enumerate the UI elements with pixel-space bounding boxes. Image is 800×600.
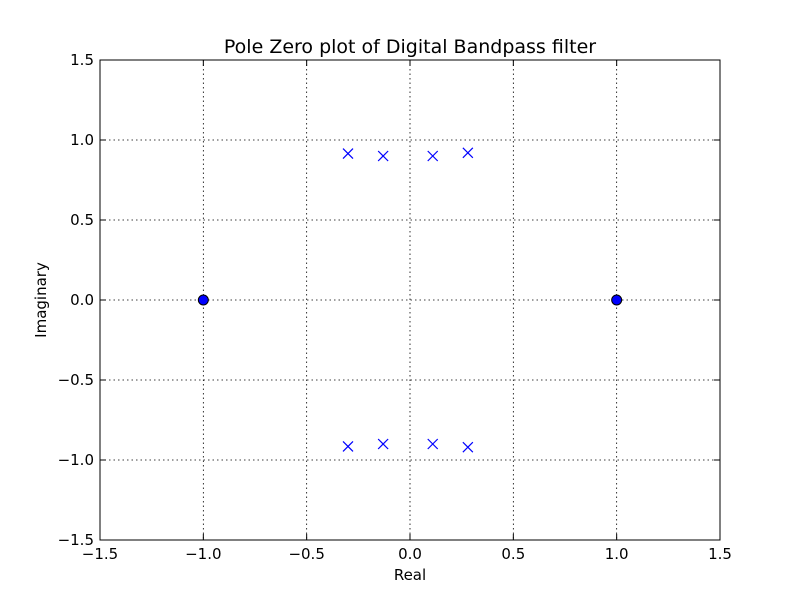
pole-marker [377, 438, 389, 450]
x-tick-label: −1.0 [185, 545, 221, 563]
plot-frame [99, 59, 721, 541]
x-tick-label: 1.5 [708, 545, 732, 563]
x-tick-label: 0.5 [501, 545, 525, 563]
zero-marker [197, 294, 209, 306]
y-tick-label: 0.0 [70, 291, 94, 309]
y-axis-label: Imaginary [32, 262, 50, 338]
x-tick-label: 0.0 [398, 545, 422, 563]
y-tick-label: −1.0 [58, 451, 94, 469]
pole-marker [427, 150, 439, 162]
y-tick-label: 1.5 [70, 51, 94, 69]
x-tick-label: 1.0 [605, 545, 629, 563]
pole-marker [342, 440, 354, 452]
data-markers [197, 147, 623, 453]
x-tick-label: −1.5 [82, 545, 118, 563]
zero-marker [611, 294, 623, 306]
pole-marker [462, 441, 474, 453]
y-tick-label: −0.5 [58, 371, 94, 389]
x-axis-label: Real [394, 566, 426, 584]
chart-title: Pole Zero plot of Digital Bandpass filte… [224, 36, 596, 58]
y-tick-label: 0.5 [70, 211, 94, 229]
y-tick-label: −1.5 [58, 531, 94, 549]
pole-marker [377, 150, 389, 162]
pole-marker [462, 147, 474, 159]
pole-marker [342, 148, 354, 160]
axis-tick-labels: −1.5 −1.0 −0.5 0.0 0.5 1.0 1.5 −1.5 −1.0 −0.5 0.0 0… [58, 51, 732, 563]
pole-marker [427, 438, 439, 450]
x-tick-label: −0.5 [288, 545, 324, 563]
y-tick-label: 1.0 [70, 131, 94, 149]
